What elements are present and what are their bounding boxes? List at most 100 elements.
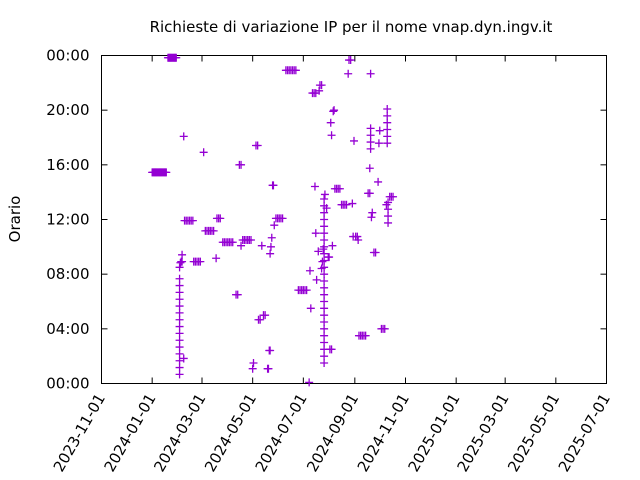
data-point [342,200,351,209]
data-point [320,324,329,333]
data-point [175,274,184,283]
data-point [305,266,314,275]
data-point [216,214,225,223]
y-tick-label: 04:00 [46,320,89,338]
data-point [320,290,329,299]
data-point [175,356,184,365]
y-tick-label: 00:00 [46,47,89,65]
data-point [327,131,336,140]
data-point [172,53,181,62]
data-point [320,263,329,272]
data-point [383,139,392,148]
data-point [264,364,273,373]
data-point [327,345,336,354]
data-point [175,343,184,352]
data-point [249,359,258,367]
data-point [306,304,315,313]
data-point [366,124,375,133]
data-point [329,107,338,116]
data-point [320,331,329,340]
data-point [322,204,331,213]
data-point [233,290,242,299]
data-point [320,236,329,244]
data-point [374,139,383,148]
data-point [346,56,355,65]
data-point [267,233,276,242]
data-point [179,354,188,363]
data-point [212,254,221,263]
x-tick-label: 2025-05-01 [504,391,563,476]
y-tick-label: 20:00 [46,101,89,119]
data-point [330,106,339,115]
y-tick-label: 00:00 [46,375,89,393]
data-point [383,105,392,114]
data-point [353,232,362,241]
data-point [318,257,327,266]
data-point [315,86,324,95]
data-point [278,214,287,223]
data-point [269,181,278,190]
data-point [248,364,257,373]
data-point [383,111,392,120]
x-tick-label: 2025-07-01 [555,391,614,476]
data-point [365,164,374,173]
data-point [344,69,353,78]
data-point [320,256,329,265]
y-axis-label: Orario [6,196,24,243]
data-point [354,236,363,244]
data-point [199,148,208,157]
x-tick-label: 2024-03-01 [150,391,209,476]
data-point [312,275,321,284]
data-point [175,281,184,290]
data-point [179,132,188,141]
data-point [320,318,329,326]
data-point [175,349,184,358]
data-point [228,238,237,247]
data-point [302,286,311,295]
data-point [175,263,184,272]
data-point [350,136,358,145]
data-point [335,184,344,193]
data-point [383,132,392,141]
data-point [375,126,384,135]
data-point [320,222,329,231]
y-tick-label: 12:00 [46,211,89,229]
data-point [175,295,184,304]
data-point [320,359,329,367]
data-point [305,378,314,387]
data-point [348,199,357,208]
data-point [176,258,185,267]
y-tick-label: 08:00 [46,265,89,283]
data-point [368,208,377,217]
data-point [366,131,375,140]
data-point [317,81,326,90]
data-point [175,315,184,324]
data-point [325,253,334,262]
data-point [162,168,171,177]
data-point [237,160,246,169]
data-point [371,248,380,257]
data-point [383,118,392,127]
data-point [196,257,205,266]
data-point [175,336,184,345]
x-tick-label: 2024-01-01 [100,391,159,476]
data-point [253,141,262,150]
data-point [266,242,275,251]
data-point [320,208,329,217]
x-tick-label: 2024-07-01 [252,391,311,476]
data-point [320,249,329,258]
data-point [247,236,256,244]
data-point [320,277,329,285]
plot-frame [101,55,607,384]
data-point [175,302,184,311]
data-point [367,213,376,222]
data-point [320,352,329,361]
data-point [320,215,329,224]
data-point [261,311,270,320]
data-point [319,245,328,254]
data-point [326,118,335,127]
x-tick-label: 2024-11-01 [354,391,413,476]
data-point [237,241,246,250]
data-point [310,182,319,191]
